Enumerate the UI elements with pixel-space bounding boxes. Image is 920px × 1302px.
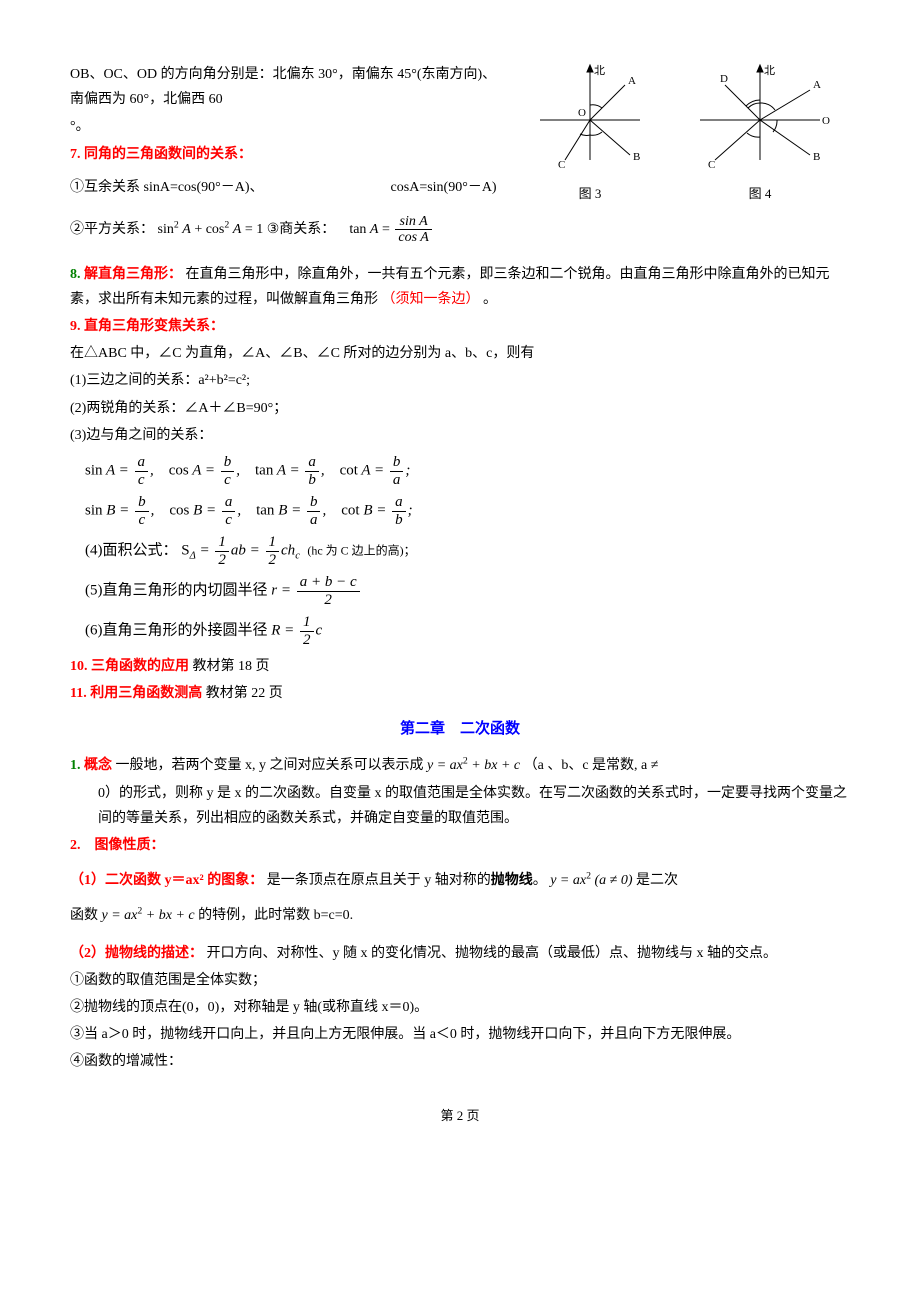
q2-2-b1: ①函数的取值范围是全体实数； [70, 968, 850, 993]
q2-1-line2-formula: y = ax2 + bx + c [102, 908, 195, 923]
q2-1-line2a: 函数 [70, 908, 102, 923]
svg-text:D: D [720, 73, 728, 85]
s9-i4: (4)面积公式： SΔ = 12ab = 12chc (hc 为 C 边上的高)… [85, 534, 850, 568]
q2-1-line2b: 的特例，此时常数 b=c=0. [198, 908, 353, 923]
q1-heading: 概念 [84, 758, 112, 773]
s10-tail: 教材第 18 页 [193, 659, 270, 674]
direction-diagrams: 北 A B C O 图 3 [510, 60, 850, 205]
s7-sin2: sin2 A + cos2 A = 1 [158, 222, 267, 237]
diagram-4: 北 A D B C O 图 4 [680, 60, 840, 205]
q2-1-heading: （1）二次函数 y＝ax² 的图象： [70, 873, 263, 888]
diagram-3-label: 图 3 [520, 182, 660, 205]
q1-num: 1. [70, 758, 81, 773]
s9-i1: (1)三边之间的关系：a²+b²=c²; [70, 368, 850, 393]
trig-row-A: sin A = ac, cos A = bc, tan A = ab, cot … [85, 454, 850, 488]
q2-2-b4: ④函数的增减性： [70, 1049, 850, 1074]
s8-body-post: 。 [483, 292, 497, 307]
q1-formula: y = ax2 + bx + c [427, 758, 520, 773]
svg-text:C: C [558, 159, 565, 171]
s9-intro: 在△ABC 中，∠C 为直角，∠A、∠B、∠C 所对的边分别为 a、b、c，则有 [70, 341, 850, 366]
s8-paren: （须知一条边） [382, 292, 480, 307]
s10-heading: 10. 三角函数的应用 [70, 659, 189, 674]
s7-l1-pre: ①互余关系 sinA=cos(90°－A)、 [70, 180, 264, 195]
q2-2-b2: ②抛物线的顶点在(0，0)，对称轴是 y 轴(或称直线 x＝0)。 [70, 995, 850, 1020]
q1-p2: 0）的形式，则称 y 是 x 的二次函数。自变量 x 的取值范围是全体实数。在写… [70, 781, 850, 831]
chapter-2-title: 第二章 二次函数 [70, 716, 850, 743]
q2-1-formula: y = ax2 (a ≠ 0) [550, 873, 632, 888]
svg-text:B: B [633, 151, 640, 163]
trig-row-B: sin B = bc, cos B = ac, tan B = ba, cot … [85, 494, 850, 528]
svg-text:O: O [822, 115, 830, 127]
q2-1-tail1: 是二次 [636, 873, 678, 888]
q1-p1b: （a 、b、c 是常数, a ≠ [524, 758, 659, 773]
s9-i6: (6)直角三角形的外接圆半径 R = 12c [85, 614, 850, 648]
s9-heading: 9. 直角三角形变焦关系： [70, 319, 224, 334]
svg-text:C: C [708, 159, 715, 171]
s11-tail: 教材第 22 页 [206, 686, 283, 701]
page-footer: 第 2 页 [70, 1104, 850, 1127]
s9-i5: (5)直角三角形的内切圆半径 r = a + b − c2 [85, 574, 850, 608]
q2-1-body2: 。 [533, 873, 547, 888]
q2-1-bold: 抛物线 [491, 873, 533, 888]
s7-l2-pre: ②平方关系： [70, 222, 154, 237]
svg-text:O: O [578, 107, 586, 119]
q2-heading: 2. 图像性质： [70, 838, 165, 853]
diagram-4-label: 图 4 [680, 182, 840, 205]
q2-2-b3: ③当 a＞0 时，抛物线开口向上，并且向上方无限伸展。当 a＜0 时，抛物线开口… [70, 1022, 850, 1047]
s7-heading: 7. 同角的三角函数间的关系： [70, 147, 252, 162]
svg-text:北: 北 [764, 64, 775, 77]
diagram-3: 北 A B C O 图 3 [520, 60, 660, 205]
s7-l1-mid: cosA=sin(90°－A) [391, 180, 497, 195]
q2-2-heading: （2）抛物线的描述： [70, 946, 203, 961]
s7-tan-frac: sin A cos A [395, 214, 431, 246]
q2-1-body1: 是一条顶点在原点且关于 y 轴对称的 [267, 873, 491, 888]
q2-2-body: 开口方向、对称性、y 随 x 的变化情况、抛物线的最高（或最低）点、抛物线与 x… [207, 946, 778, 961]
s8-heading: 解直角三角形： [84, 267, 182, 282]
svg-text:B: B [813, 151, 820, 163]
svg-text:北: 北 [594, 64, 605, 77]
q1-p1a: 一般地，若两个变量 x, y 之间对应关系可以表示成 [116, 758, 428, 773]
svg-text:A: A [813, 79, 821, 91]
svg-text:A: A [628, 75, 636, 87]
s9-i2: (2)两锐角的关系：∠A＋∠B=90°； [70, 396, 850, 421]
s9-i3: (3)边与角之间的关系： [70, 423, 850, 448]
s11-heading: 11. 利用三角函数测高 [70, 686, 202, 701]
s7-l2-post: ③商关系： [267, 222, 336, 237]
s7-tan-label: tan A = [349, 222, 390, 237]
s8-num: 8. [70, 267, 81, 282]
